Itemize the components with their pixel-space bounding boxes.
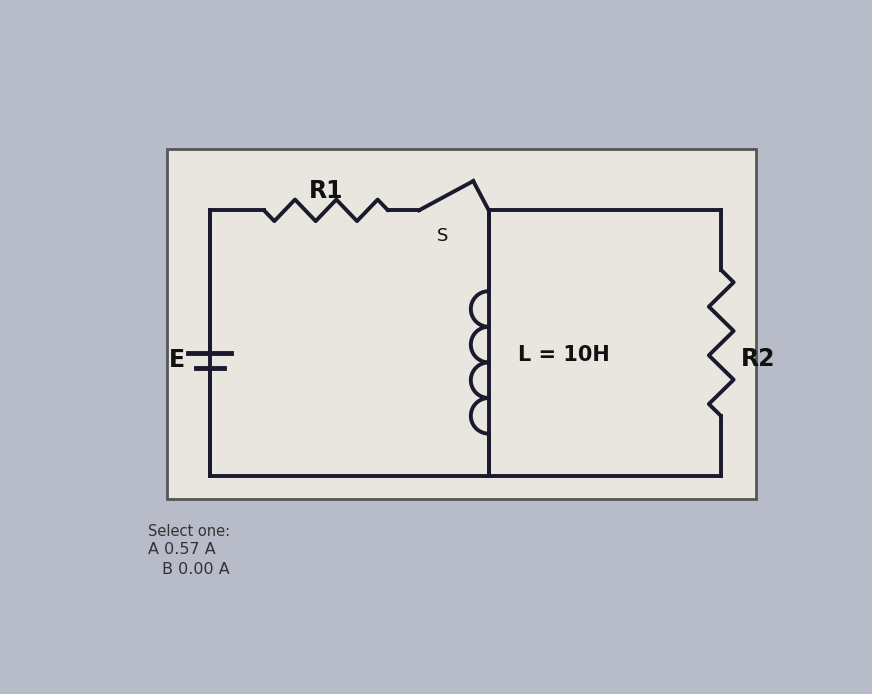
- Text: R1: R1: [309, 179, 344, 203]
- Bar: [167, 149, 756, 499]
- Text: S: S: [437, 227, 448, 245]
- Text: R2: R2: [740, 346, 775, 371]
- Text: Select one:: Select one:: [147, 524, 230, 539]
- Text: B 0.00 A: B 0.00 A: [161, 562, 229, 577]
- Text: E: E: [169, 348, 185, 373]
- Text: L = 10H: L = 10H: [518, 345, 610, 365]
- Text: A 0.57 A: A 0.57 A: [147, 542, 215, 557]
